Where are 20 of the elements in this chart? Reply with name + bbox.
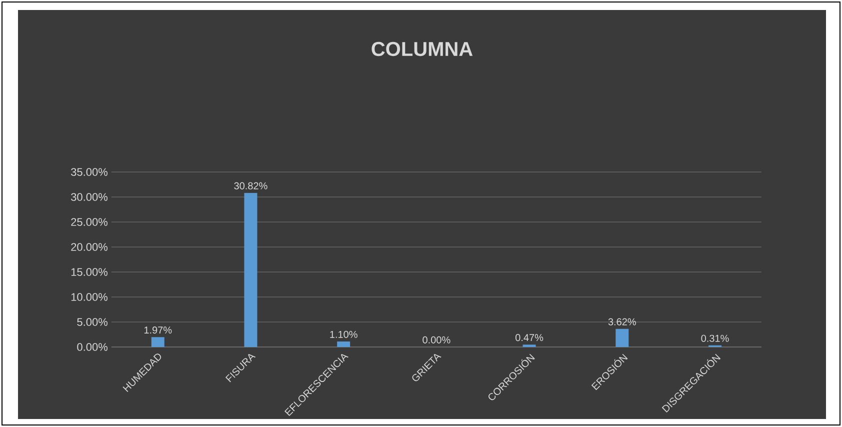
y-tick-label: 20.00% [71, 243, 108, 251]
bar [616, 328, 629, 347]
data-label: 3.62% [608, 318, 636, 326]
data-label: 30.82% [234, 182, 268, 190]
y-tick-label: 25.00% [71, 218, 108, 226]
y-tick-label: 15.00% [71, 268, 108, 276]
data-label: 0.47% [516, 334, 544, 342]
y-tick-label: 5.00% [77, 318, 108, 326]
y-tick-label: 35.00% [71, 168, 108, 176]
chart-title: COLUMNA [372, 42, 473, 56]
data-label: 0.00% [422, 336, 450, 344]
bar [151, 337, 164, 347]
bar [337, 341, 350, 347]
data-label: 1.10% [330, 330, 358, 338]
y-tick-label: 10.00% [71, 293, 108, 301]
y-tick-label: 0.00% [77, 343, 108, 351]
data-label: 0.31% [701, 334, 729, 342]
data-label: 1.97% [144, 326, 172, 334]
bar [244, 192, 258, 347]
y-tick-label: 30.00% [71, 193, 108, 201]
